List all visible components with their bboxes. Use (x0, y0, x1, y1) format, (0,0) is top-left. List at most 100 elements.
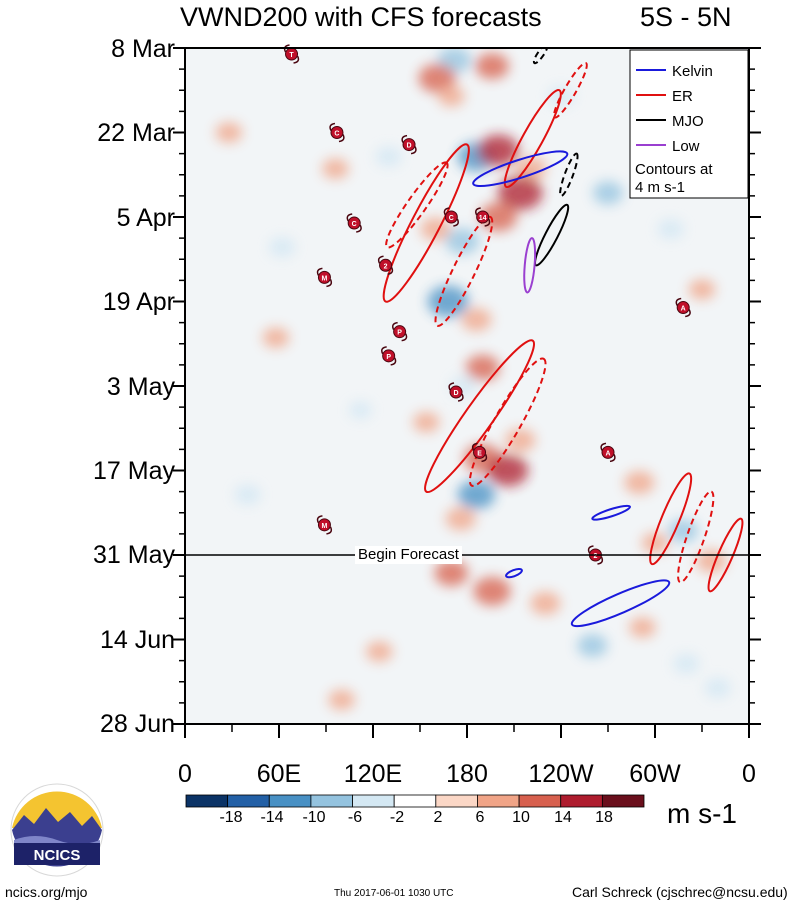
storm-marker: C (443, 207, 459, 227)
legend-contour-note-line1: Contours at (635, 161, 713, 178)
storm-marker-swirl (316, 515, 333, 535)
y-tick-label: 8 Mar (111, 35, 175, 63)
x-tick-label: 60E (256, 760, 302, 788)
wave-contour-er (649, 472, 693, 566)
chart-title: VWND200 with CFS forecasts (180, 2, 542, 32)
x-tick-label: 120W (528, 760, 594, 788)
anomaly-blob (673, 653, 700, 674)
wave-contour-kelvin (591, 504, 631, 521)
y-tick-label: 28 Jun (99, 710, 175, 738)
anomaly-blob (696, 549, 727, 573)
storm-marker-label: 14 (479, 215, 487, 222)
colorbar-swatch (185, 794, 229, 808)
storm-marker-circle (476, 210, 490, 224)
storm-marker-label: C (334, 131, 339, 138)
y-tick-label: 17 May (93, 457, 175, 485)
region-label: 5S - 5N (640, 2, 732, 32)
storm-marker-label: M (322, 275, 328, 282)
wave-contour-er (707, 517, 744, 593)
storm-marker: 2 (587, 545, 604, 565)
anomaly-blob (215, 122, 243, 143)
anomaly-blob (445, 507, 476, 531)
anomaly-blob (487, 454, 529, 487)
anomaly-blob (375, 146, 402, 167)
footer-url[interactable]: ncics.org/mjo (5, 884, 88, 900)
colorbar-tick-label: 10 (512, 809, 530, 826)
footer-author: Carl Schreck (cjschrec@ncsu.edu) (572, 884, 788, 900)
colorbar-swatch (227, 794, 270, 808)
anomaly-blob (420, 217, 451, 241)
colorbar-swatch (560, 794, 603, 808)
wave-contour-kelvin (472, 150, 569, 188)
storm-marker: C (329, 122, 345, 143)
legend-contour-note-line2: 4 m s-1 (635, 179, 685, 196)
anomaly-blob (349, 401, 372, 419)
anomaly-blob (641, 532, 669, 554)
wave-contour-mjo (534, 203, 570, 267)
colorbar-swatch (393, 794, 437, 808)
storm-marker: D (401, 134, 417, 155)
storm-marker-swirl (381, 346, 397, 366)
storm-marker: A (600, 442, 616, 463)
anomaly-blob (530, 591, 561, 615)
wave-contour-low (523, 237, 537, 294)
colorbar-tick-label: -18 (219, 809, 243, 826)
legend-label-kelvin: Kelvin (672, 63, 713, 80)
colorbar-swatch (601, 794, 645, 808)
anomaly-blob (438, 86, 465, 107)
storm-marker-label: D (407, 143, 412, 150)
storm-marker-circle (347, 216, 361, 230)
colorbar-tick-label: 18 (595, 809, 613, 826)
storm-marker-label: P (397, 330, 402, 337)
colorbar-units: m s-1 (667, 798, 737, 829)
y-tick-label: 22 Mar (97, 119, 175, 147)
anomaly-blob (461, 308, 492, 332)
storm-marker-circle (473, 445, 487, 459)
storm-marker: P (392, 321, 408, 342)
storm-marker-swirl (587, 545, 604, 565)
wave-contour-kelvin (505, 567, 523, 579)
anomaly-blob (477, 134, 519, 167)
footer-timestamp: Thu 2017-06-01 1030 UTC (334, 888, 454, 899)
y-tick-label: 5 Apr (116, 204, 175, 232)
storm-marker-swirl (448, 382, 464, 402)
x-tick-label: 0 (742, 760, 756, 788)
colorbar-tick-label: -2 (389, 809, 405, 826)
colorbar-tick-label: 14 (554, 809, 572, 826)
storm-marker-swirl (377, 255, 394, 276)
colorbar-tick-label: 2 (433, 809, 443, 826)
colorbar-swatch (310, 794, 353, 808)
storm-marker: E (471, 442, 488, 463)
anomaly-field (215, 48, 731, 711)
colorbar-tick-label: 6 (475, 809, 485, 826)
wave-contours (382, 48, 744, 628)
storm-marker-label: E (477, 450, 482, 457)
storm-markers: T C D C C 14 M 2 P P D E A A M 2 (283, 44, 691, 565)
storm-marker-swirl (475, 207, 491, 227)
storm-marker: 2 (377, 255, 394, 276)
anomaly-blob (366, 641, 393, 662)
anomaly-blob (497, 175, 543, 211)
x-tick-label: 60W (629, 760, 681, 788)
storm-marker-label: D (454, 390, 459, 397)
storm-marker: M (316, 267, 333, 288)
storm-marker: P (381, 346, 397, 366)
storm-marker-label: 2 (384, 263, 388, 270)
legend: Kelvin ER MJO Low Contours at 4 m s-1 (629, 49, 749, 199)
legend-label-low: Low (672, 138, 700, 155)
wave-contour-mjo (532, 48, 549, 65)
anomaly-blob (328, 689, 355, 711)
storm-marker: 14 (475, 207, 491, 227)
storm-marker-swirl (600, 442, 616, 463)
colorbar-swatch (477, 794, 520, 808)
anomaly-blob (657, 218, 684, 240)
wave-contour-er (385, 161, 449, 249)
storm-marker-swirl (329, 122, 345, 143)
storm-marker-circle (402, 138, 416, 152)
wave-contour-er (677, 490, 715, 584)
y-tick-label: 31 May (93, 541, 175, 569)
wave-contour-mjo (559, 152, 579, 197)
colorbar-swatch (435, 794, 478, 808)
storm-marker: A (675, 297, 691, 318)
legend-label-er: ER (672, 88, 693, 105)
